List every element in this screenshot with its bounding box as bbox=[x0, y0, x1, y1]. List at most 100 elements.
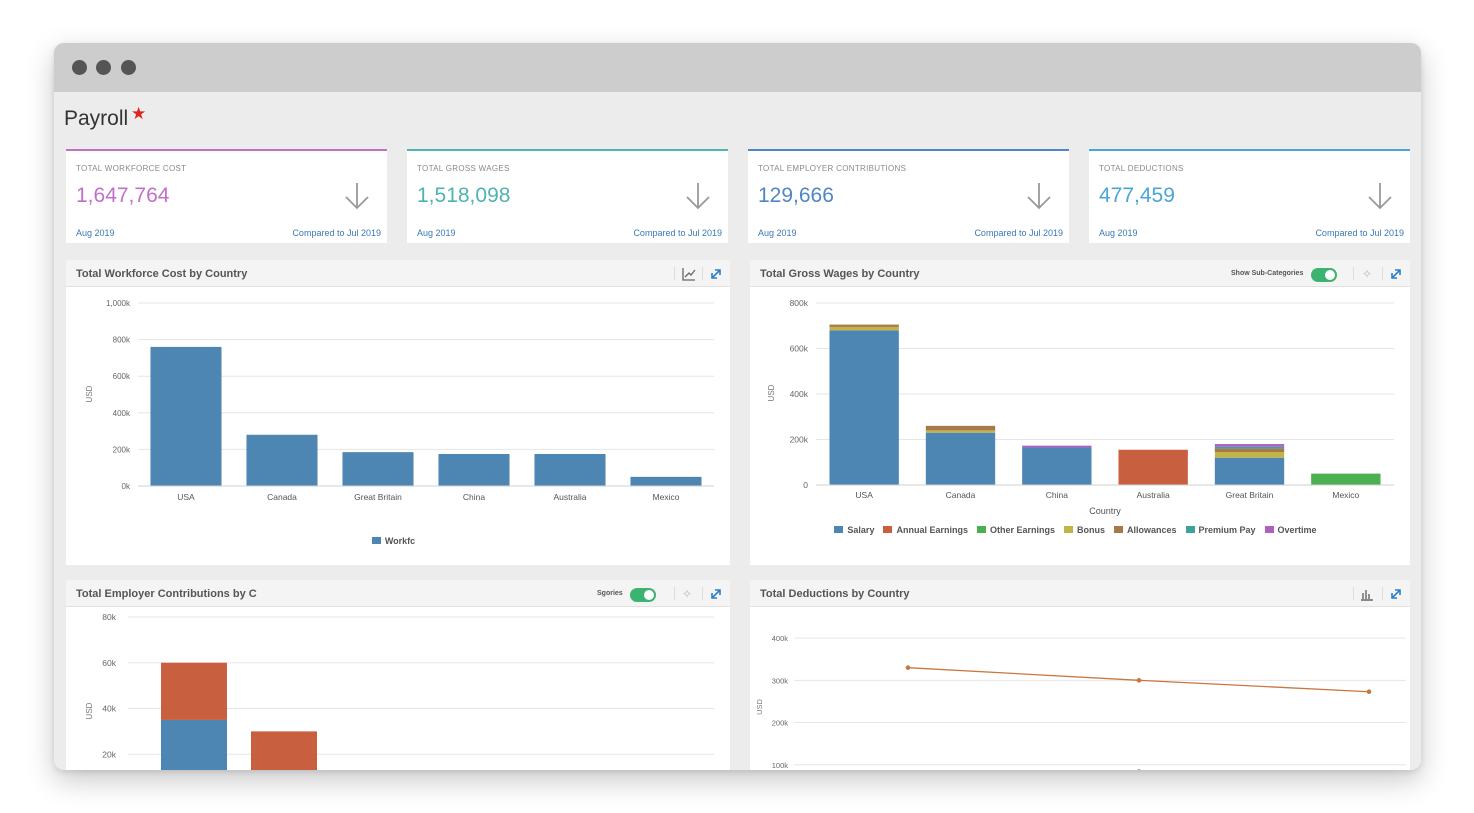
y-tick-label: 200k bbox=[772, 719, 789, 728]
data-point bbox=[1366, 689, 1372, 695]
favorite-star-icon[interactable]: ★ bbox=[131, 104, 147, 123]
y-tick-label: 800k bbox=[790, 298, 809, 308]
bar-segment-great-britain-premium-pay bbox=[1214, 446, 1285, 449]
expand-icon[interactable] bbox=[708, 586, 724, 602]
x-tick-label: Great Britain bbox=[1226, 490, 1274, 500]
data-point bbox=[1137, 769, 1141, 770]
legend-label: Bonus bbox=[1076, 525, 1105, 535]
arrow-down-icon bbox=[1027, 183, 1051, 210]
legend-item[interactable]: Other Earnings bbox=[976, 525, 1055, 535]
x-tick-label: China bbox=[463, 492, 485, 502]
panel-header: Total Deductions by Country bbox=[750, 580, 1410, 607]
legend-item[interactable]: Annual Earnings bbox=[883, 525, 968, 535]
legend-item[interactable]: Bonus bbox=[1063, 525, 1105, 535]
kpi-card-workforce-cost[interactable]: TOTAL WORKFORCE COST 1,647,764 Aug 2019 … bbox=[66, 149, 387, 243]
kpi-card-employer-contributions[interactable]: TOTAL EMPLOYER CONTRIBUTIONS 129,666 Aug… bbox=[748, 149, 1069, 243]
kpi-value: 1,647,764 bbox=[76, 184, 170, 207]
y-tick-label: 1,000k bbox=[106, 299, 131, 308]
bar-segment-usa-bonus bbox=[829, 326, 899, 331]
bar-segment-great-britain-allowances bbox=[1214, 448, 1285, 453]
bar-australia bbox=[534, 453, 606, 486]
divider bbox=[674, 587, 675, 600]
x-tick-label: Australia bbox=[553, 492, 586, 502]
kpi-compare: Compared to Jul 2019 bbox=[292, 228, 381, 238]
sub-categories-toggle[interactable] bbox=[630, 588, 656, 602]
y-axis-label: USD bbox=[85, 385, 94, 402]
legend-swatch bbox=[976, 526, 986, 534]
kpi-label: TOTAL EMPLOYER CONTRIBUTIONS bbox=[758, 164, 907, 173]
y-tick-label: 600k bbox=[790, 344, 809, 354]
legend-label: Other Earnings bbox=[989, 525, 1055, 535]
panel-header: Total Gross Wages by Country Show Sub-Ca… bbox=[750, 260, 1410, 287]
arrow-down-icon bbox=[686, 183, 710, 210]
legend-item[interactable]: Premium Pay bbox=[1185, 525, 1256, 535]
kpi-compare: Compared to Jul 2019 bbox=[1315, 228, 1404, 238]
y-tick-label: 0 bbox=[803, 480, 808, 490]
x-tick-label: Mexico bbox=[1332, 490, 1359, 500]
bar-chart-icon[interactable] bbox=[1359, 586, 1375, 602]
sub-categories-toggle[interactable] bbox=[1311, 268, 1337, 282]
kpi-card-deductions[interactable]: TOTAL DEDUCTIONS 477,459 Aug 2019 Compar… bbox=[1089, 149, 1410, 243]
y-tick-label: 400k bbox=[790, 389, 809, 399]
legend-swatch bbox=[883, 526, 893, 534]
line-chart-icon[interactable] bbox=[681, 266, 697, 282]
legend-swatch bbox=[1185, 526, 1195, 534]
divider bbox=[1353, 587, 1354, 600]
bar-segment-annual-earnings bbox=[251, 731, 317, 770]
divider bbox=[1382, 587, 1383, 600]
panel-workforce-cost: Total Workforce Cost by Country 0k 200k 40… bbox=[66, 260, 730, 565]
bar-segment-mexico-other-earnings bbox=[1311, 473, 1381, 485]
kpi-value: 129,666 bbox=[758, 184, 834, 207]
dashboard-content: Payroll ★ TOTAL WORKFORCE COST 1,647,764… bbox=[54, 92, 1421, 770]
sub-categories-label: Show Sub-Categories bbox=[1231, 270, 1304, 277]
bar-usa bbox=[150, 346, 222, 486]
panel-employer-contributions: Total Employer Contributions by C Sgorie… bbox=[66, 580, 730, 770]
divider bbox=[702, 587, 703, 600]
bar-segment-australia-annual-earnings bbox=[1118, 449, 1188, 485]
legend-item[interactable]: Salary bbox=[834, 525, 874, 535]
legend-item[interactable]: Allowances bbox=[1113, 525, 1177, 535]
kpi-compare: Compared to Jul 2019 bbox=[974, 228, 1063, 238]
expand-icon[interactable] bbox=[1388, 586, 1404, 602]
settings-icon[interactable]: ✧ bbox=[681, 587, 693, 601]
sub-categories-label: Sgories bbox=[597, 590, 623, 597]
panel-title: Total Gross Wages by Country bbox=[760, 268, 920, 280]
legend-item[interactable]: Overtime bbox=[1264, 525, 1317, 535]
legend-label: Overtime bbox=[1277, 525, 1317, 535]
close-dot-icon[interactable] bbox=[72, 60, 87, 75]
settings-icon[interactable]: ✧ bbox=[1361, 267, 1373, 281]
bar-segment-canada-allowances bbox=[925, 425, 996, 431]
employer-contributions-chart: 20k 40k 60k 80k USD bbox=[85, 612, 714, 770]
bar-segment-china-salary bbox=[1022, 447, 1092, 485]
panel-title: Total Employer Contributions by C bbox=[76, 588, 257, 600]
minimize-dot-icon[interactable] bbox=[96, 60, 111, 75]
page-title: Payroll bbox=[64, 107, 129, 130]
legend-swatch bbox=[371, 537, 381, 545]
legend-swatch bbox=[834, 526, 844, 534]
expand-icon[interactable] bbox=[1388, 266, 1404, 282]
divider bbox=[674, 267, 675, 280]
legend-swatch bbox=[1063, 526, 1073, 534]
y-tick-label: 20k bbox=[102, 749, 116, 759]
bar-segment-usa-salary bbox=[829, 330, 899, 485]
x-tick-label: China bbox=[1046, 490, 1068, 500]
y-tick-label: 800k bbox=[113, 336, 131, 345]
expand-icon[interactable] bbox=[708, 266, 724, 282]
y-tick-label: 300k bbox=[772, 676, 789, 685]
bar-segment-usa-allowances bbox=[829, 324, 899, 327]
y-tick-label: 100k bbox=[772, 761, 789, 770]
y-tick-label: 0k bbox=[122, 482, 131, 491]
maximize-dot-icon[interactable] bbox=[121, 60, 136, 75]
bar-segment-great-britain-salary bbox=[1214, 457, 1285, 485]
legend-item[interactable]: Workfc bbox=[371, 536, 415, 546]
y-axis-label: USD bbox=[85, 702, 94, 719]
y-axis-label: USD bbox=[767, 384, 776, 401]
x-tick-label: USA bbox=[177, 492, 195, 502]
bar-china bbox=[438, 453, 510, 486]
bar-segment-great-britain-overtime bbox=[1214, 444, 1285, 447]
chart-legend: Salary Annual Earnings Other Earnings Bonus… bbox=[750, 525, 1410, 535]
kpi-card-gross-wages[interactable]: TOTAL GROSS WAGES 1,518,098 Aug 2019 Com… bbox=[407, 149, 728, 243]
y-tick-label: 40k bbox=[102, 704, 116, 714]
kpi-label: TOTAL GROSS WAGES bbox=[417, 164, 510, 173]
gross-wages-stacked-chart: 0 200k 400k 600k 800k USD USA Canada China Austra… bbox=[767, 298, 1394, 516]
